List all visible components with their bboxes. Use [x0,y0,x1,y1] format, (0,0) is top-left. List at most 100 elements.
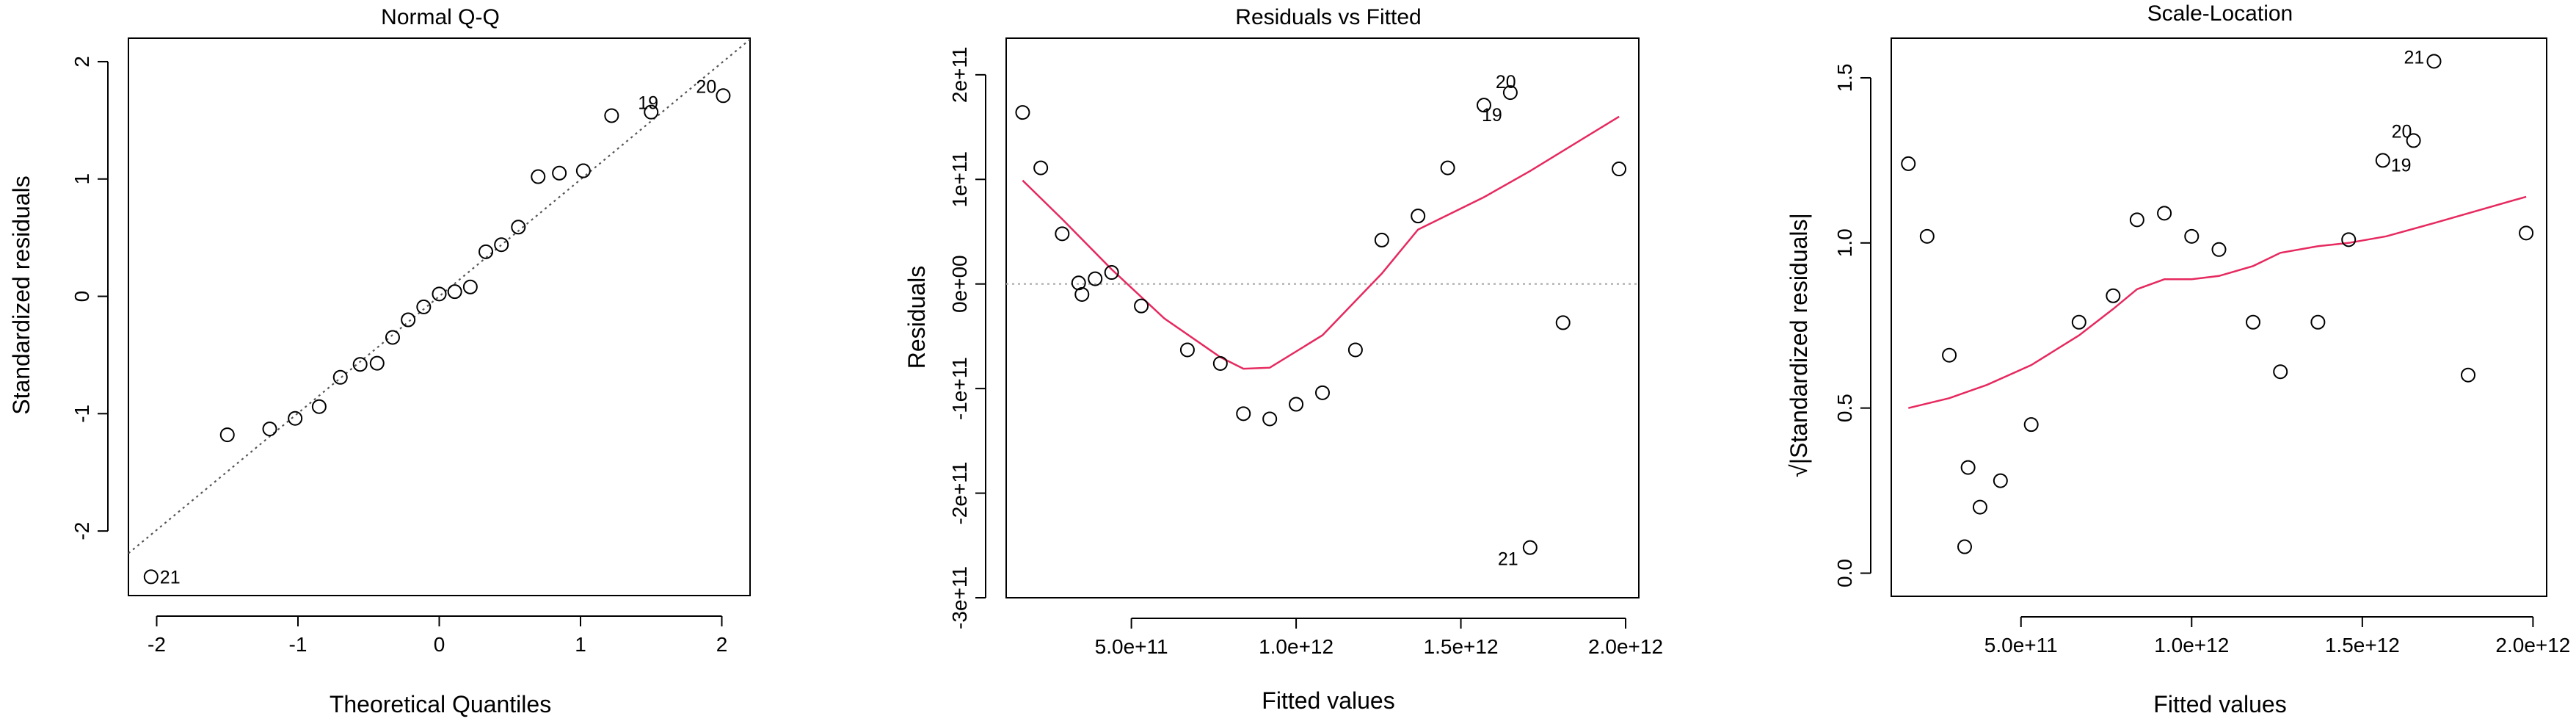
data-point [1074,286,1090,302]
y-axis-label: Residuals [903,266,930,369]
data-point [2461,367,2476,383]
y-axis: 0.0 0.5 1.0 1.5 [1833,63,1871,587]
data-point [352,357,368,372]
data-point [479,244,494,259]
y-tick-label: 0 [70,291,93,303]
data-point [1236,406,1251,422]
x-tick-label: -1 [289,633,308,656]
data-point [2157,206,2172,221]
x-tick-label: -2 [148,633,166,656]
point-label: 19 [1482,105,1502,126]
x-tick-label: 5.0e+11 [1095,635,1168,658]
data-point [416,299,432,314]
data-point [219,427,235,443]
data-point [1015,105,1030,120]
data-point [1957,539,1972,554]
y-tick-label: -1 [70,405,93,423]
data-point [401,312,416,328]
y-tick-label: -2 [70,522,93,540]
point-label: 21 [160,567,181,587]
point-label: 19 [2391,155,2412,176]
x-axis: -2 -1 0 1 2 [148,615,728,656]
data-point [716,88,731,104]
data-point [2519,225,2534,241]
data-point [332,369,348,385]
y-tick-label: 1.5 [1833,63,1856,92]
data-point [1289,397,1304,412]
y-axis-label: √|Standardized residuals| [1786,213,1812,477]
data-point [1374,232,1389,247]
x-tick-label: 1.0e+12 [2154,634,2229,657]
normal-qq-panel: Normal Q-Q Theoretical Quantiles Standar… [8,5,751,717]
y-tick-label: 0e+00 [948,255,971,313]
plot-frame [1891,37,2547,597]
y-tick-label: -1e+11 [948,357,971,420]
data-point [552,165,567,181]
x-tick-label: 2.0e+12 [2495,634,2570,657]
data-point [1134,298,1149,314]
data-point [1972,499,1987,515]
data-point [2211,242,2227,257]
data-point [2184,228,2200,244]
data-point [1476,98,1491,113]
data-point [311,399,327,414]
data-point [143,569,159,585]
y-tick-label: 2e+11 [948,47,971,104]
data-point [1440,160,1455,176]
data-point [644,104,659,120]
data-point [1919,228,1935,244]
data-point [262,422,277,437]
plot-area [1006,85,1639,555]
data-point [2106,288,2121,303]
x-tick-label: 2 [716,633,728,656]
point-label: 20 [696,76,716,97]
plot-area [1901,54,2534,554]
data-point [1612,162,1627,177]
chart-title: Normal Q-Q [381,5,500,29]
x-tick-label: 5.0e+11 [1984,634,2058,657]
data-point [1347,342,1363,358]
y-tick-label: 0.0 [1833,559,1856,587]
y-tick-label: 1.0 [1833,228,1856,257]
data-point [1555,315,1571,330]
data-point [1942,347,1957,363]
data-point [2129,212,2144,228]
data-point [2071,314,2086,330]
data-point [1502,85,1518,101]
x-tick-label: 1.5e+12 [1424,635,1499,658]
data-point [2426,54,2442,69]
data-point [369,355,385,371]
data-point [1315,385,1330,400]
y-tick-label: -3e+11 [948,566,971,629]
smoother-line [1022,115,1620,370]
x-tick-label: 2.0e+12 [1588,635,1663,658]
data-point [494,237,509,253]
y-tick-label: 1e+11 [948,151,971,208]
data-point [1088,271,1103,286]
smoother-line [1908,195,2527,409]
data-point [1411,209,1426,224]
chart-title: Scale-Location [2147,1,2293,26]
point-label: 20 [1496,72,1516,93]
y-tick-label: 1 [70,173,93,185]
data-point [1212,355,1228,371]
data-point [1179,342,1195,358]
x-tick-label: 0 [434,633,445,656]
data-point [1262,411,1278,427]
data-point [447,284,462,300]
data-point [2273,364,2288,380]
data-point [1104,265,1119,281]
data-point [2341,232,2357,247]
point-label: 21 [2404,47,2425,68]
data-point [604,108,619,123]
x-axis-label: Fitted values [2153,691,2286,717]
data-point [1901,156,1916,171]
x-axis: 5.0e+11 1.0e+12 1.5e+12 2.0e+12 [1095,618,1663,658]
data-point [1993,473,2008,488]
data-point [2375,153,2390,168]
data-point [1522,540,1538,555]
data-point [385,330,400,345]
point-label: 20 [2392,121,2412,142]
x-axis-label: Theoretical Quantiles [330,691,551,717]
